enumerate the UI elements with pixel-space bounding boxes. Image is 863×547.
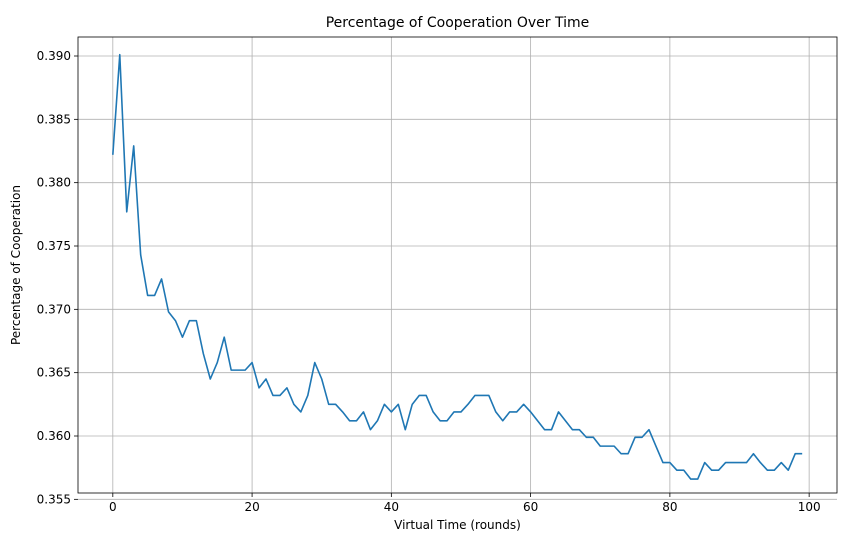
x-axis-ticks: 0 20 40 60 80 100 [109,493,821,514]
x-tick-label: 0 [109,500,117,514]
y-tick-label: 0.360 [37,429,71,443]
x-tick-label: 80 [662,500,677,514]
x-tick-label: 20 [244,500,259,514]
x-axis-label: Virtual Time (rounds) [394,518,521,532]
series-line [112,53,803,480]
y-tick-label: 0.355 [37,492,71,506]
y-axis-ticks: 0.355 0.360 0.365 0.370 0.375 0.380 0.385 0.390 [37,49,78,506]
chart-title: Percentage of Cooperation Over Time [326,15,590,31]
y-tick-label: 0.365 [37,366,71,380]
plot-frame [77,36,838,494]
y-axis-label: Percentage of Cooperation [9,185,23,345]
x-tick-label: 100 [798,500,821,514]
series-layer [112,53,803,480]
y-tick-label: 0.380 [37,176,71,190]
grid-lines [78,37,837,500]
x-tick-label: 40 [384,500,399,514]
x-tick-label: 60 [523,500,538,514]
y-tick-label: 0.370 [37,302,71,316]
y-tick-label: 0.385 [37,112,71,126]
y-tick-label: 0.390 [37,49,71,63]
y-tick-label: 0.375 [37,239,71,253]
